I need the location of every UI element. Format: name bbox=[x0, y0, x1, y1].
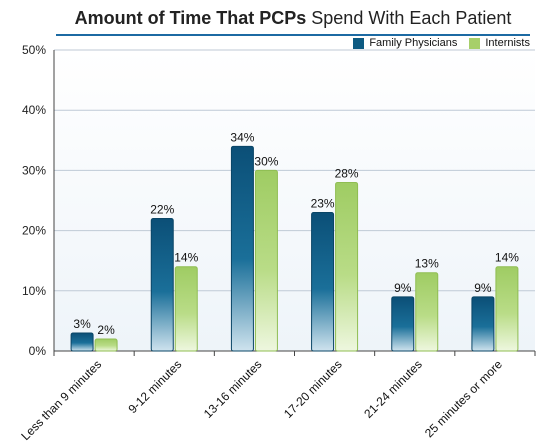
y-tick-label: 30% bbox=[22, 163, 46, 177]
x-tick-label: 21-24 minutes bbox=[361, 357, 425, 421]
bar-family-physicians bbox=[70, 332, 94, 352]
data-label: 14% bbox=[174, 251, 198, 265]
x-tick-label: Less than 9 minutes bbox=[18, 357, 104, 442]
title-bold: Amount of Time That PCPs bbox=[74, 8, 307, 28]
bar-family-physicians bbox=[230, 145, 254, 352]
bar-internists bbox=[335, 181, 359, 352]
bar-family-physicians bbox=[391, 296, 415, 352]
data-label: 34% bbox=[230, 130, 254, 144]
bar-family-physicians bbox=[150, 218, 174, 352]
y-tick-label: 0% bbox=[29, 344, 47, 358]
data-label: 22% bbox=[150, 203, 174, 217]
legend-label-family-physicians: Family Physicians bbox=[369, 37, 458, 49]
legend-item-internists: Internists bbox=[469, 37, 530, 49]
data-label: 9% bbox=[394, 281, 412, 295]
bar-internists bbox=[174, 266, 198, 352]
chart-title: Amount of Time That PCPs Spend With Each… bbox=[56, 0, 530, 36]
bar-internists bbox=[415, 272, 439, 352]
x-tick-label: 17-20 minutes bbox=[281, 357, 345, 421]
legend-swatch-internists bbox=[469, 37, 481, 49]
legend: Family Physicians Internists bbox=[341, 37, 530, 49]
bar-family-physicians bbox=[471, 296, 495, 352]
bar-internists bbox=[495, 266, 519, 352]
plot-area bbox=[54, 50, 535, 351]
data-label: 14% bbox=[495, 251, 519, 265]
legend-item-family-physicians: Family Physicians bbox=[353, 37, 457, 49]
y-tick-label: 50% bbox=[22, 43, 46, 57]
y-tick-label: 10% bbox=[22, 284, 46, 298]
bar-internists bbox=[94, 338, 118, 352]
y-tick-label: 20% bbox=[22, 224, 46, 238]
data-label: 23% bbox=[311, 197, 335, 211]
legend-label-internists: Internists bbox=[485, 37, 530, 49]
y-tick-label: 40% bbox=[22, 103, 46, 117]
data-label: 2% bbox=[97, 323, 115, 337]
title-rest: Spend With Each Patient bbox=[306, 8, 512, 28]
data-label: 9% bbox=[474, 281, 492, 295]
bar-family-physicians bbox=[311, 212, 335, 352]
data-label: 28% bbox=[335, 166, 359, 180]
data-label: 30% bbox=[254, 154, 278, 168]
data-label: 3% bbox=[73, 317, 91, 331]
x-tick-label: 9-12 minutes bbox=[125, 357, 184, 416]
legend-swatch-family-physicians bbox=[353, 37, 365, 49]
x-tick-label: 25 minutes or more bbox=[422, 357, 505, 440]
x-tick-label: 13-16 minutes bbox=[201, 357, 265, 421]
data-label: 13% bbox=[415, 257, 439, 271]
bar-internists bbox=[254, 169, 278, 352]
